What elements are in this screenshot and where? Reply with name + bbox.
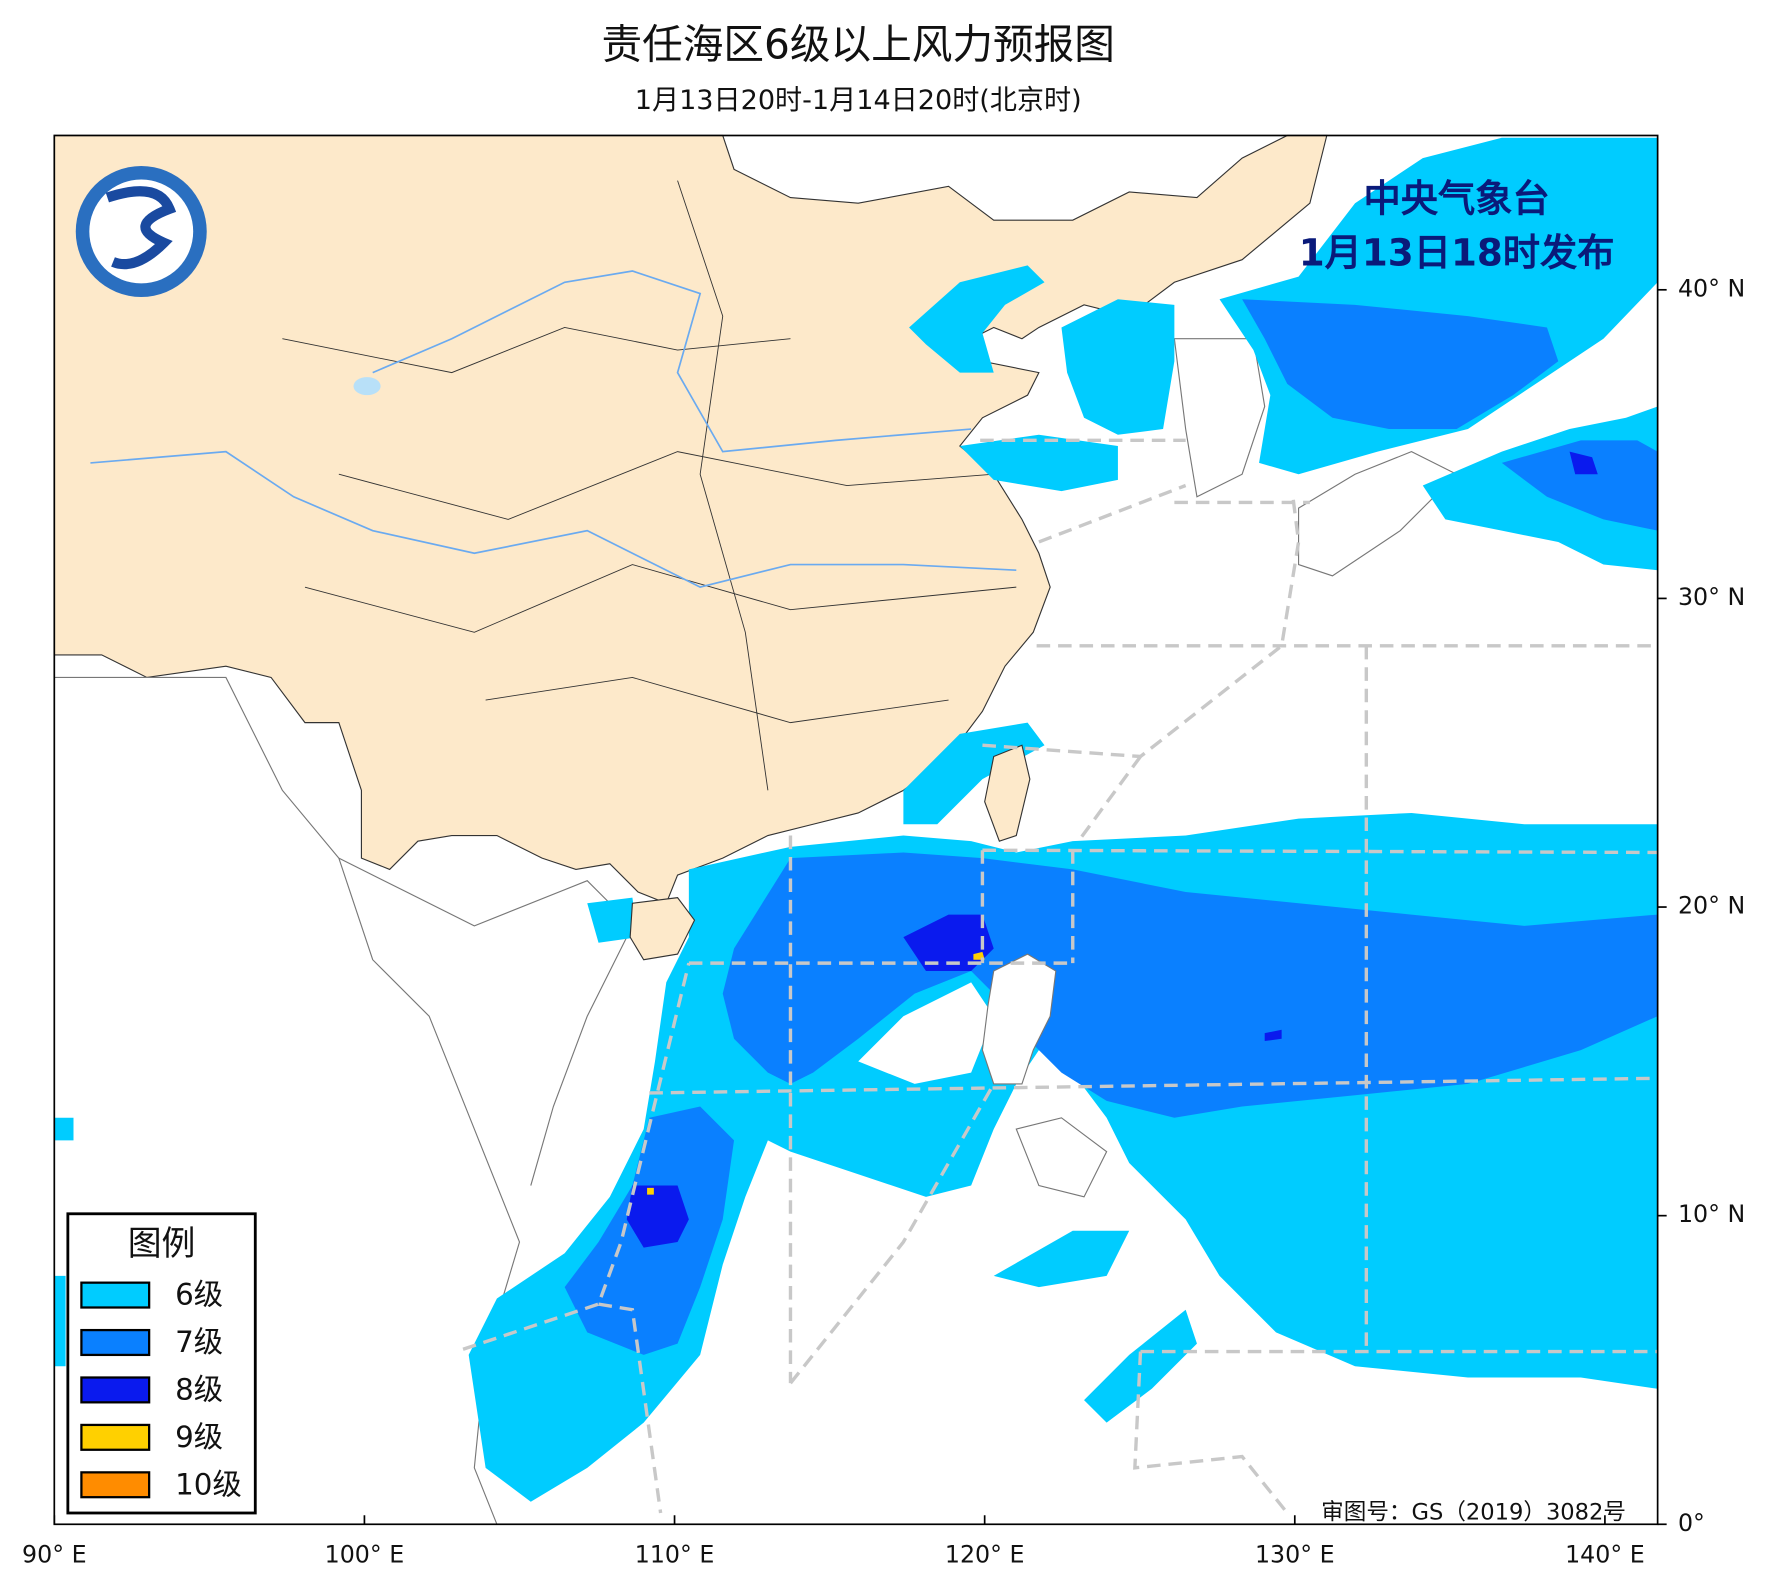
map-title: 责任海区6级以上风力预报图 xyxy=(602,20,1115,68)
lon-tick-label: 90° E xyxy=(22,1540,87,1568)
issuer-name: 中央气象台 xyxy=(1364,176,1550,220)
legend-label: 7级 xyxy=(175,1325,223,1359)
lat-tick-label: 10° N xyxy=(1678,1200,1745,1228)
lon-tick-label: 100° E xyxy=(325,1540,405,1568)
legend-label: 10级 xyxy=(175,1467,242,1501)
issue-time: 1月13日18时发布 xyxy=(1299,231,1615,275)
legend-label: 6级 xyxy=(175,1278,223,1312)
logo-mark xyxy=(105,186,177,270)
legend-swatch xyxy=(80,1281,151,1309)
legend-title: 图例 xyxy=(128,1224,196,1263)
lat-tick-label: 30° N xyxy=(1678,583,1745,611)
hainan-taiwan xyxy=(629,744,1031,961)
legend-swatch xyxy=(80,1423,151,1451)
legend-swatch xyxy=(80,1471,151,1499)
sea-area-boundaries xyxy=(462,438,1658,1515)
legend-label: 9级 xyxy=(175,1420,223,1454)
legend: 图例 6级 7级 8级 9级 10级 xyxy=(66,1212,257,1515)
rivers xyxy=(90,270,1017,589)
wind-zone-7 xyxy=(564,299,1658,1355)
legend-box xyxy=(66,1212,257,1515)
lon-tick-label: 130° E xyxy=(1255,1540,1335,1568)
logo xyxy=(75,165,207,297)
legend-label: 8级 xyxy=(175,1373,223,1407)
wind-zone-6 xyxy=(54,137,1658,1502)
legend-swatch xyxy=(80,1376,151,1404)
map-frame xyxy=(53,134,1659,1526)
province-borders xyxy=(282,180,1017,791)
lon-tick-label: 140° E xyxy=(1565,1540,1645,1568)
china-land xyxy=(53,134,1328,905)
lat-tick-label: 0° xyxy=(1678,1509,1705,1537)
lake xyxy=(353,377,381,396)
lon-tick-label: 120° E xyxy=(945,1540,1025,1568)
lat-tick-label: 40° N xyxy=(1678,274,1745,302)
approval-number: 审图号：GS（2019）3082号 xyxy=(1321,1499,1626,1525)
map-subtitle: 1月13日20时-1月14日20时(北京时) xyxy=(635,85,1082,116)
lat-tick-label: 20° N xyxy=(1678,892,1745,920)
legend-swatch xyxy=(80,1328,151,1357)
map-area xyxy=(53,134,1659,1526)
lon-tick-label: 110° E xyxy=(635,1540,715,1568)
